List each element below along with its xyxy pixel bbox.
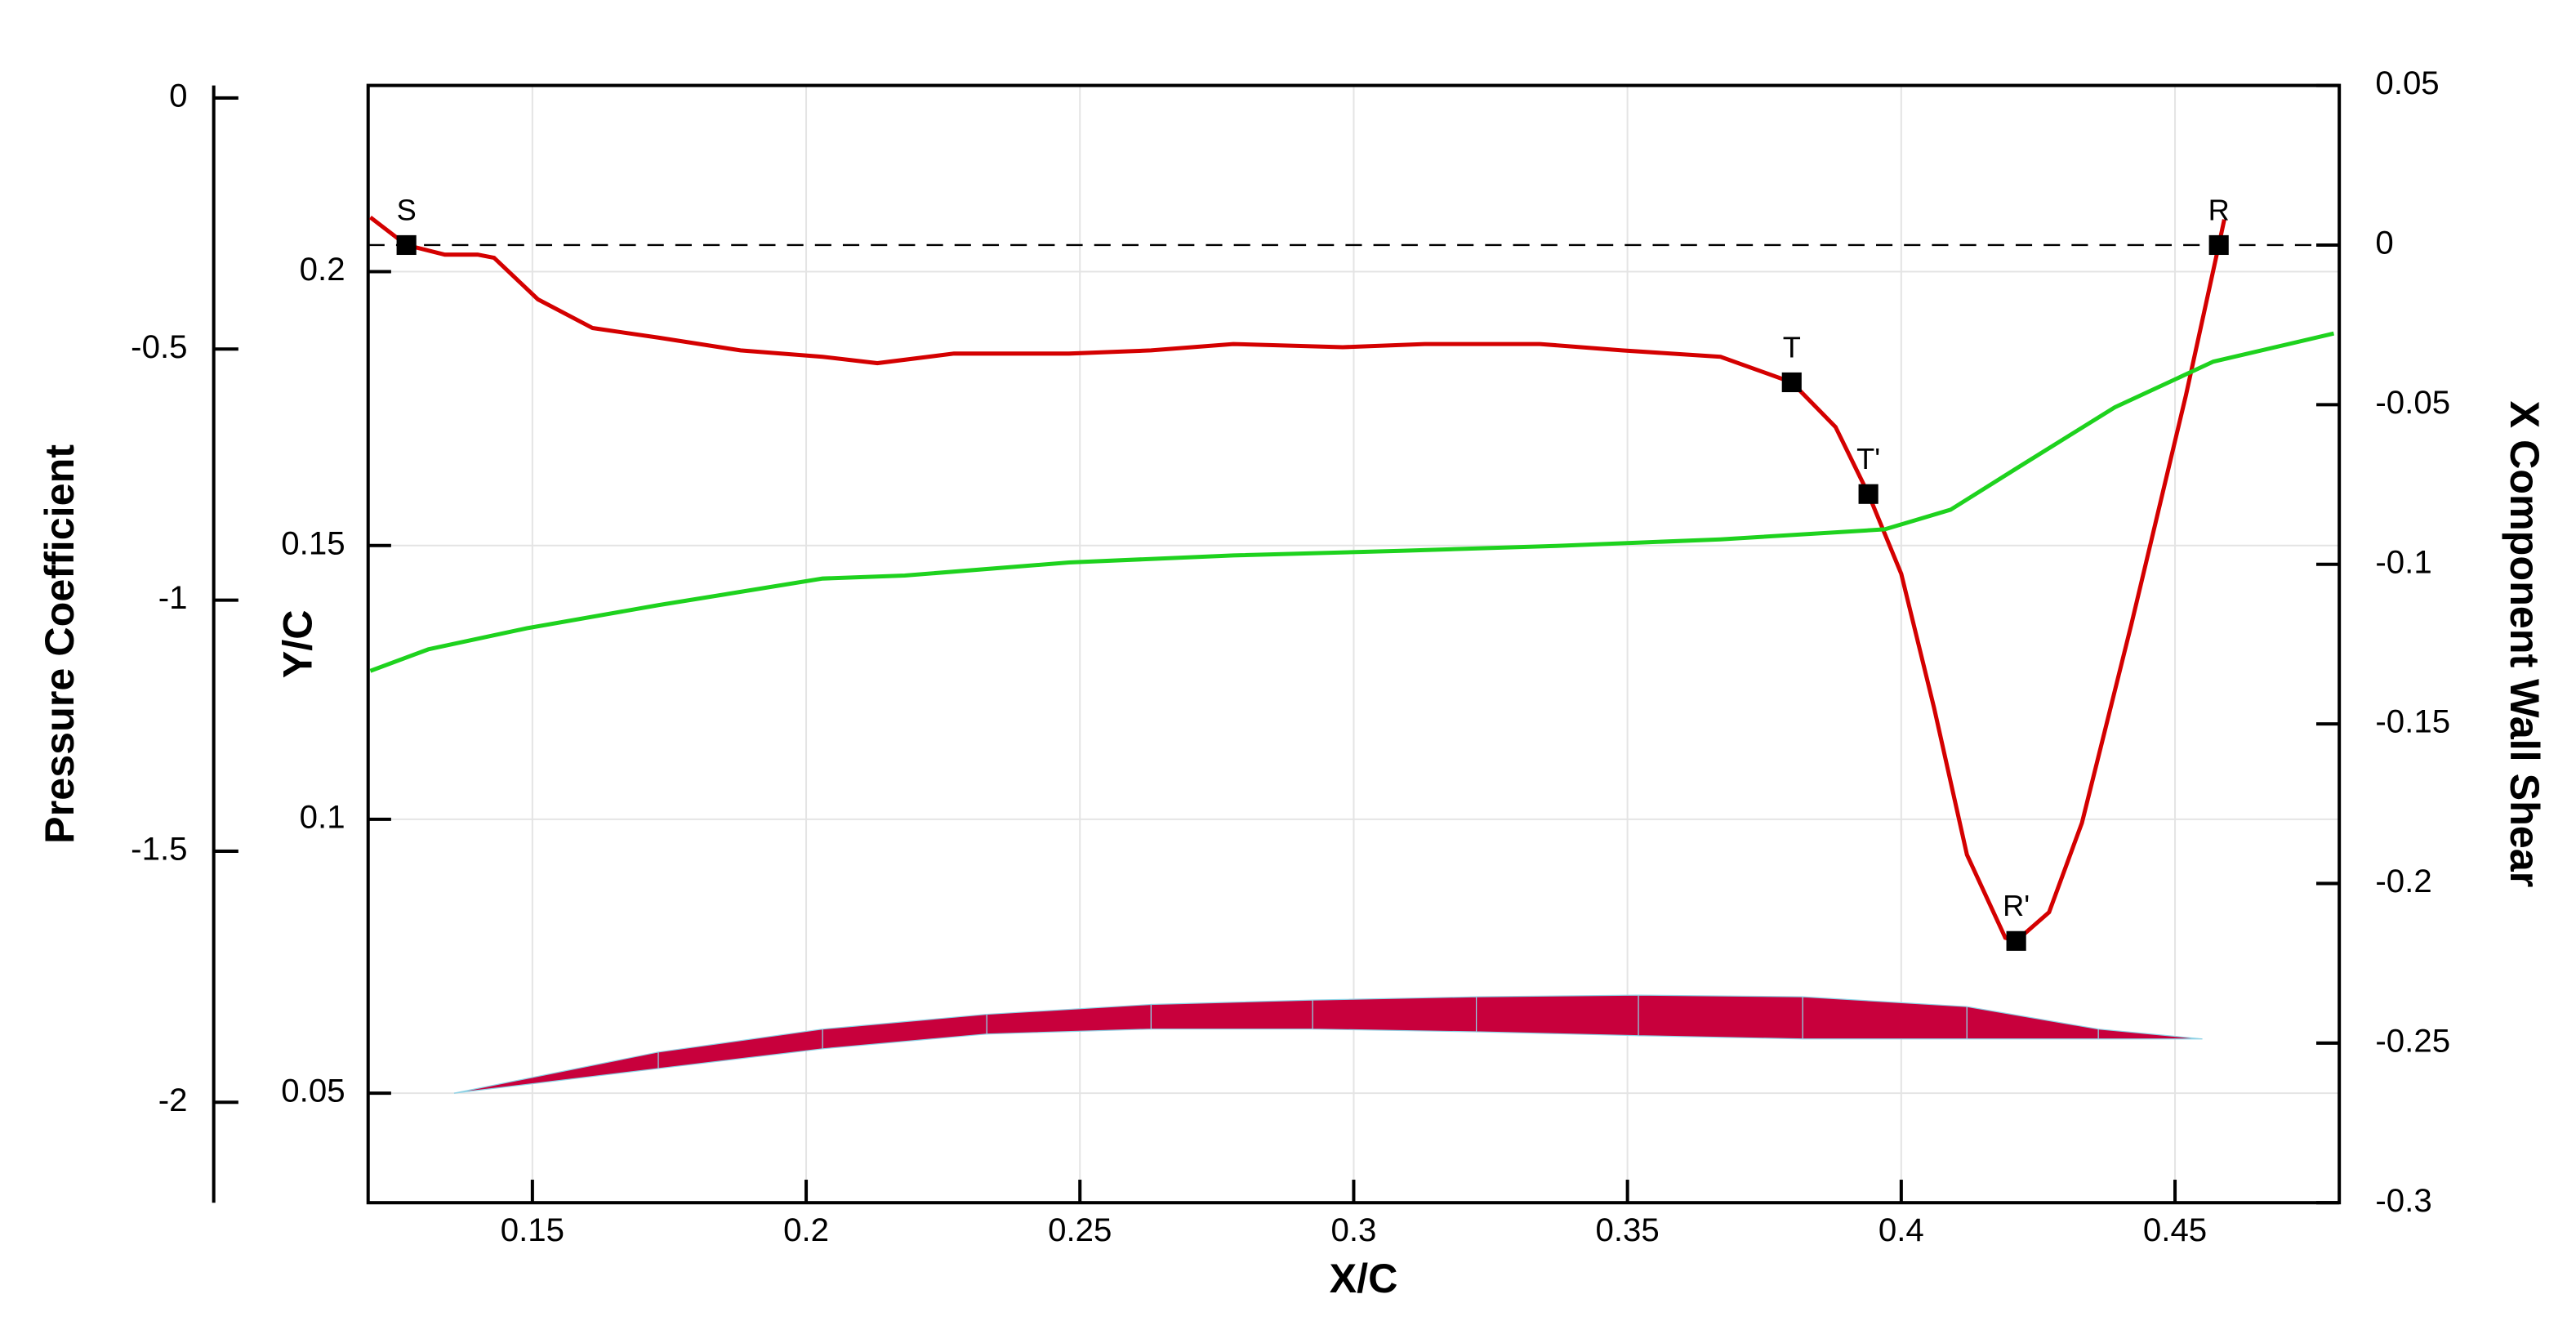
cp-axis-title: Pressure Coefficient (36, 444, 82, 844)
x-axis-title: X/C (1330, 1255, 1398, 1301)
data-line (369, 331, 2335, 673)
y2-axis-title: X Component Wall Shear (2502, 400, 2548, 887)
surface-cell (1802, 996, 1968, 1040)
point-marker (1781, 372, 1802, 393)
surface-cell (1312, 996, 1477, 1033)
surface-cell (453, 1051, 659, 1094)
y2-tick-label: -0.1 (2375, 543, 2431, 580)
marker-label: R (2208, 193, 2230, 226)
point-marker (2208, 234, 2229, 256)
y2-tick-label: -0.15 (2375, 703, 2450, 740)
y2-tick-label: -0.25 (2375, 1022, 2450, 1059)
marker-label: T (1783, 330, 1801, 364)
x-tick-label: 0.3 (1330, 1212, 1376, 1248)
x-tick-label: 0.45 (2143, 1212, 2207, 1248)
y2-tick-label: 0.05 (2375, 65, 2439, 101)
yc-tick-label: 0.2 (300, 251, 345, 288)
marker-label: T' (1856, 442, 1880, 475)
cp-tick-label: -1.5 (131, 831, 187, 868)
x-tick-label: 0.4 (1879, 1212, 1924, 1248)
y2-tick-label: -0.2 (2375, 863, 2431, 899)
marker-label: S (397, 193, 417, 226)
surface-cell (1638, 994, 1803, 1040)
y2-tick-label: -0.05 (2375, 384, 2450, 421)
point-marker (1858, 484, 1879, 504)
yc-tick-label: 0.05 (281, 1073, 345, 1109)
marker-label: R' (2003, 889, 2030, 922)
surface-cell (2097, 1029, 2203, 1040)
x-tick-label: 0.15 (501, 1212, 564, 1248)
surface-cell (1966, 1006, 2099, 1040)
surface-cell (1150, 999, 1313, 1030)
cp-tick-label: 0 (169, 78, 187, 114)
data-line (368, 215, 2226, 944)
yc-axis-title: Y/C (274, 609, 321, 678)
point-marker (2006, 931, 2026, 951)
y2-tick-label: 0 (2375, 225, 2393, 261)
surface-cell (657, 1028, 823, 1069)
surface-cell (986, 1003, 1152, 1035)
x-tick-label: 0.35 (1596, 1212, 1660, 1248)
yc-tick-label: 0.1 (300, 799, 345, 836)
cp-tick-label: -2 (158, 1082, 188, 1118)
yc-tick-label: 0.15 (281, 524, 345, 561)
cp-tick-label: -0.5 (131, 328, 187, 365)
y2-tick-label: -0.3 (2375, 1182, 2431, 1219)
cp-tick-label: -1 (158, 579, 188, 616)
x-tick-label: 0.2 (783, 1212, 829, 1248)
surface-cell (822, 1013, 987, 1050)
x-tick-label: 0.25 (1048, 1212, 1112, 1248)
surface-cell (1476, 994, 1639, 1037)
point-marker (396, 234, 417, 256)
